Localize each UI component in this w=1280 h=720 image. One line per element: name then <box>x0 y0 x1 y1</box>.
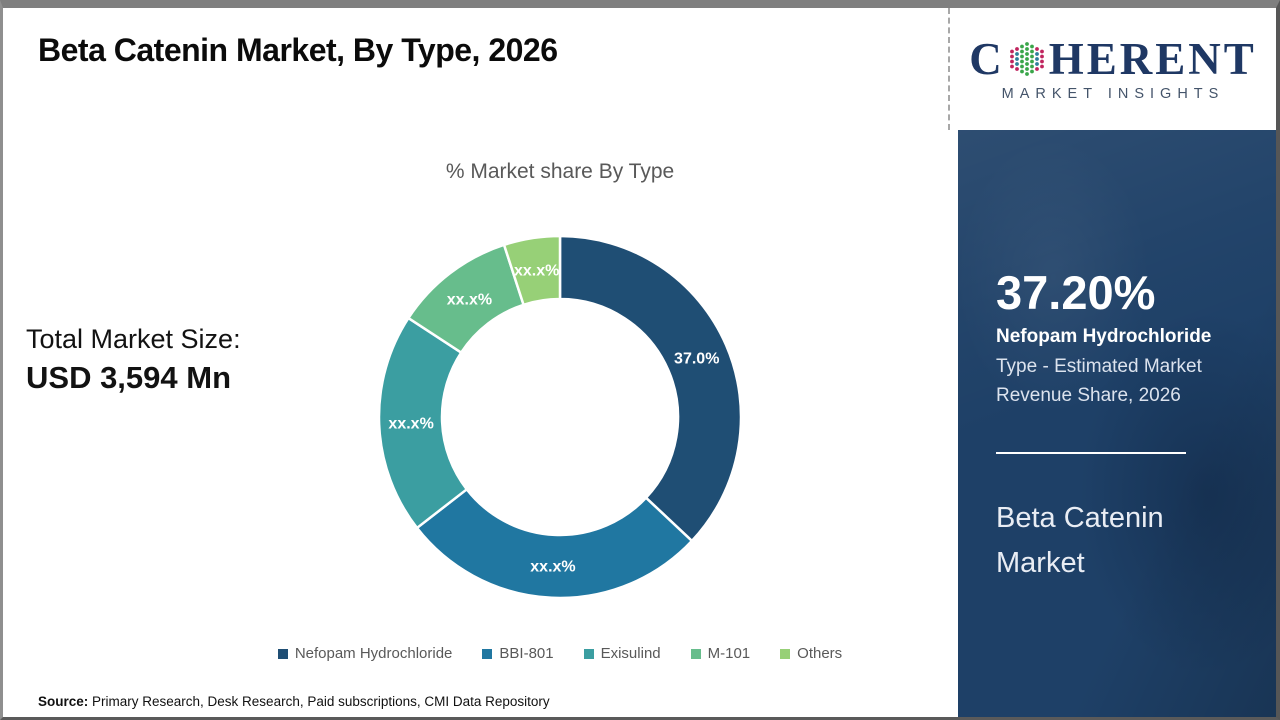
globe-dot <box>1039 59 1044 64</box>
globe-dot <box>1024 42 1029 46</box>
globe-dot <box>1014 67 1019 71</box>
legend-label: BBI-801 <box>499 645 554 662</box>
logo-subtitle: MARKET INSIGHTS <box>1001 85 1225 102</box>
globe-dot <box>1009 59 1014 64</box>
globe-dot <box>1029 54 1034 59</box>
panel-highlight-title: Nefopam Hydrochloride <box>996 326 1212 347</box>
globe-dot <box>1019 54 1024 59</box>
legend-item-others: Others <box>780 645 842 662</box>
donut-segment-others <box>502 234 562 307</box>
coherent-logo-globe-icon <box>1009 42 1044 76</box>
globe-dot <box>1014 47 1019 51</box>
globe-dot <box>1014 57 1019 61</box>
legend-swatch <box>277 648 288 659</box>
globe-dot <box>1029 59 1034 64</box>
donut-segment-bbi-801 <box>415 488 694 600</box>
globe-dot <box>1024 62 1029 66</box>
legend-item-bbi-801: BBI-801 <box>482 645 554 662</box>
source-text: Primary Research, Desk Research, Paid su… <box>88 694 550 709</box>
donut-segment-nefopam-hydrochloride <box>558 234 743 543</box>
globe-dot <box>1009 54 1014 59</box>
donut-chart: 37.0% xx.x% xx.x% xx.x% xx.x% <box>370 227 750 607</box>
legend-label: Nefopam Hydrochloride <box>294 645 453 662</box>
globe-dot <box>1019 59 1024 64</box>
donut-chart-svg: 37.0% xx.x% xx.x% xx.x% xx.x% <box>377 234 743 600</box>
side-panel: 37.20% Nefopam Hydrochloride Type - Esti… <box>958 130 1276 717</box>
chart-legend: Nefopam Hydrochloride BBI-801 Exisulind M-1… <box>100 645 1020 662</box>
legend-label: M-101 <box>707 645 751 662</box>
globe-dot <box>1034 62 1039 66</box>
legend-swatch <box>780 648 791 659</box>
globe-dot <box>1034 52 1039 56</box>
globe-dot <box>1029 44 1034 49</box>
globe-dot <box>1009 64 1014 69</box>
legend-swatch <box>690 648 701 659</box>
legend-item-m-101: M-101 <box>690 645 751 662</box>
panel-highlight-value: 37.20% <box>996 266 1156 319</box>
globe-dot <box>1009 49 1014 54</box>
coherent-logo-wordmark: C HERENT <box>969 33 1257 84</box>
globe-dot <box>1039 54 1044 59</box>
legend-swatch <box>583 648 594 659</box>
globe-dot <box>1034 57 1039 61</box>
panel-divider <box>996 452 1186 454</box>
globe-dot <box>1034 67 1039 71</box>
donut-segment-label: xx.x% <box>388 416 433 433</box>
globe-dot <box>1024 67 1029 71</box>
legend-item-nefopam-hydrochloride: Nefopam Hydrochloride <box>277 645 453 662</box>
globe-dot <box>1024 72 1029 76</box>
legend-label: Others <box>797 645 843 662</box>
globe-dot <box>1024 52 1029 56</box>
globe-dot <box>1029 64 1034 69</box>
panel-highlight-description: Type - Estimated Market Revenue Share, 2… <box>996 356 1202 406</box>
coherent-logo: C HERENT MARKET INSIGHTS <box>948 8 1276 130</box>
globe-dot <box>1014 52 1019 56</box>
chart-subtitle: % Market share By Type <box>445 160 675 183</box>
source-label: Source: <box>38 694 89 709</box>
donut-segment-label: xx.x% <box>530 558 575 575</box>
globe-dot <box>1039 49 1044 54</box>
page-title: Beta Catenin Market, By Type, 2026 <box>38 32 558 68</box>
donut-segment-label: xx.x% <box>447 291 492 308</box>
donut-segment-label: xx.x% <box>514 262 559 279</box>
globe-dot <box>1034 47 1039 51</box>
total-market-size-label: Total Market Size: <box>26 324 241 354</box>
total-market-size-value: USD 3,594 Mn <box>26 360 232 395</box>
legend-swatch <box>482 648 493 659</box>
legend-item-exisulind: Exisulind <box>583 645 661 662</box>
donut-segment-label: 37.0% <box>674 350 719 367</box>
legend-label: Exisulind <box>600 645 661 662</box>
globe-dot <box>1019 49 1024 54</box>
globe-dot <box>1019 69 1024 74</box>
globe-dot <box>1019 64 1024 69</box>
globe-dot <box>1019 44 1024 49</box>
logo-letter-c: C <box>969 33 1005 84</box>
logo-letters-rest: HERENT <box>1048 33 1257 84</box>
source-line: Source: Primary Research, Desk Research,… <box>38 694 550 709</box>
total-market-size-block: Total Market Size: USD 3,594 Mn <box>26 324 241 396</box>
globe-dot <box>1029 69 1034 74</box>
globe-dot <box>1029 49 1034 54</box>
panel-market-name: Beta Catenin Market <box>996 502 1164 579</box>
globe-dot <box>1024 47 1029 51</box>
globe-dot <box>1024 57 1029 61</box>
globe-dot <box>1014 62 1019 66</box>
globe-dot <box>1039 64 1044 69</box>
